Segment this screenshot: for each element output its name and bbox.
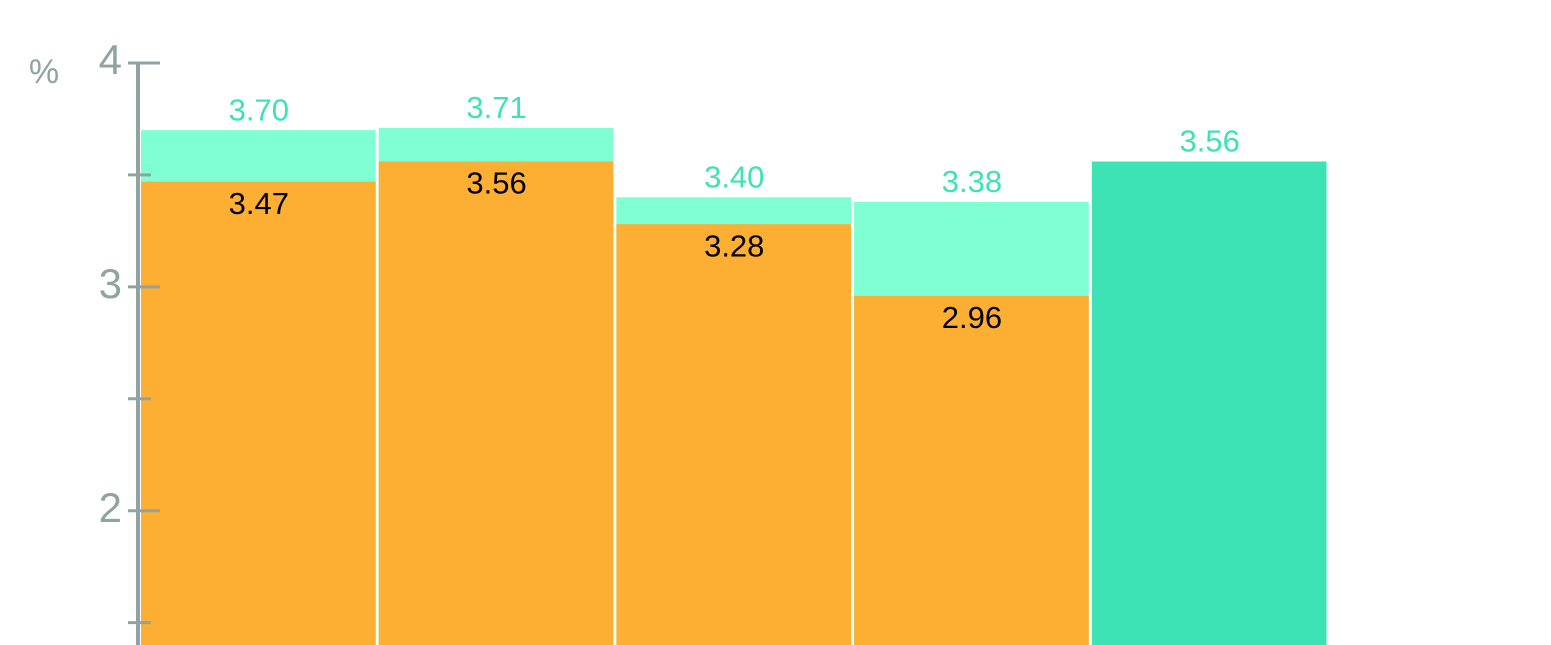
value-label: 3.47: [229, 186, 289, 221]
value-label: 2.96: [942, 300, 1002, 335]
value-label: 3.71: [466, 90, 526, 125]
y-tick-label: 2: [99, 484, 122, 531]
value-label: 3.56: [466, 166, 526, 201]
value-label: 3.38: [942, 164, 1002, 199]
bar: [616, 224, 852, 645]
bar: [1091, 161, 1327, 645]
value-label: 3.40: [704, 159, 764, 194]
y-axis-label: %: [29, 53, 59, 91]
bar: [854, 295, 1089, 645]
y-tick-label: 4: [99, 36, 122, 83]
bar: [378, 161, 614, 645]
bar: [141, 181, 376, 645]
value-label: 3.70: [229, 92, 289, 127]
value-label: 3.28: [704, 228, 764, 263]
value-label: 3.56: [1179, 124, 1239, 159]
y-tick-label: 3: [99, 260, 122, 307]
